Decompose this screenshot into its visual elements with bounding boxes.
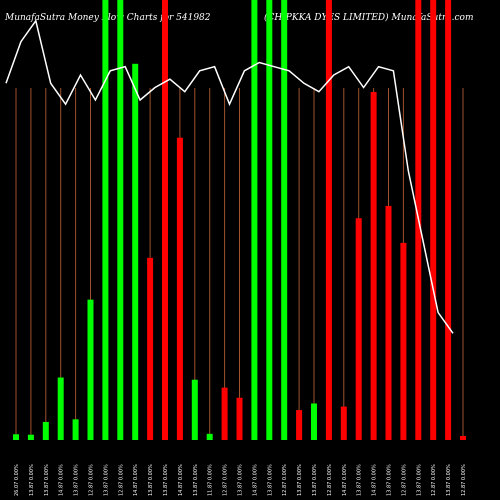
bar bbox=[42, 421, 49, 440]
bar bbox=[445, 0, 452, 440]
bar bbox=[340, 406, 347, 440]
x-tick-label: 12.87 0.00% bbox=[431, 464, 437, 496]
x-tick-label: 13.87 0.00% bbox=[163, 464, 169, 496]
x-tick-label: 13.87 0.00% bbox=[267, 464, 273, 496]
x-tick-label: 14.87 0.00% bbox=[59, 464, 65, 496]
x-tick-label: 14.87 0.00% bbox=[372, 464, 378, 496]
bar bbox=[266, 0, 273, 440]
x-tick-label: 12.87 0.00% bbox=[401, 464, 407, 496]
x-tick-label: 13.87 0.00% bbox=[148, 464, 154, 496]
x-tick-label: 14.87 0.00% bbox=[342, 464, 348, 496]
bar bbox=[325, 0, 332, 440]
bar bbox=[162, 0, 168, 440]
x-tick-label: 13.87 0.00% bbox=[357, 464, 363, 496]
bar bbox=[27, 434, 34, 440]
x-tick-label: 13.87 0.00% bbox=[238, 464, 244, 496]
x-tick-label: 14.87 0.00% bbox=[133, 464, 139, 496]
bar bbox=[191, 379, 198, 440]
x-tick-label: 12.87 0.00% bbox=[282, 464, 288, 496]
bar bbox=[117, 0, 124, 440]
bar bbox=[251, 0, 258, 440]
bar bbox=[311, 403, 317, 440]
x-tick-label: 12.87 0.00% bbox=[223, 464, 229, 496]
bar bbox=[430, 0, 437, 440]
bar bbox=[206, 433, 213, 440]
x-tick-label: 13.87 0.00% bbox=[297, 464, 303, 496]
x-tick-label: 13.87 0.00% bbox=[387, 464, 393, 496]
bar bbox=[236, 397, 243, 440]
bar bbox=[13, 434, 19, 440]
bar bbox=[57, 377, 64, 440]
x-tick-label: 13.87 0.00% bbox=[312, 464, 318, 496]
bar bbox=[281, 0, 288, 440]
x-tick-label: 13.87 0.00% bbox=[446, 464, 452, 496]
bar bbox=[147, 257, 154, 440]
bar bbox=[296, 410, 303, 440]
x-tick-label: 26.07 0.00% bbox=[14, 464, 20, 496]
x-tick-label: 13.87 0.00% bbox=[29, 464, 35, 496]
bar bbox=[400, 242, 407, 440]
x-tick-label: 12.87 0.00% bbox=[89, 464, 95, 496]
bar bbox=[460, 436, 466, 440]
bar bbox=[102, 0, 109, 440]
x-tick-label: 11.87 0.00% bbox=[208, 464, 214, 496]
bar bbox=[355, 218, 362, 440]
x-tick-label: 13.87 0.00% bbox=[193, 464, 199, 496]
x-tick-label: 12.87 0.00% bbox=[327, 464, 333, 496]
x-tick-label: 13.87 0.00% bbox=[44, 464, 50, 496]
bar bbox=[132, 63, 139, 441]
bar bbox=[72, 419, 79, 440]
x-tick-label: 13.87 0.00% bbox=[74, 464, 80, 496]
chart-subtitle: (CHIPKKA DYES LIMITED) MunafaSutra.com bbox=[264, 13, 474, 23]
bar bbox=[176, 137, 183, 440]
x-tick-label: 13.87 0.00% bbox=[416, 464, 422, 496]
price-line bbox=[5, 19, 454, 334]
x-tick-label: 13.87 0.00% bbox=[103, 464, 109, 496]
x-tick-label: 12.87 0.00% bbox=[461, 464, 467, 496]
x-tick-label: 12.87 0.00% bbox=[118, 464, 124, 496]
bar bbox=[221, 387, 228, 440]
bar bbox=[87, 299, 94, 440]
bar bbox=[385, 205, 392, 440]
x-tick-label: 14.87 0.00% bbox=[178, 464, 184, 496]
bar bbox=[370, 91, 377, 441]
x-tick-label: 14.87 0.00% bbox=[252, 464, 258, 496]
